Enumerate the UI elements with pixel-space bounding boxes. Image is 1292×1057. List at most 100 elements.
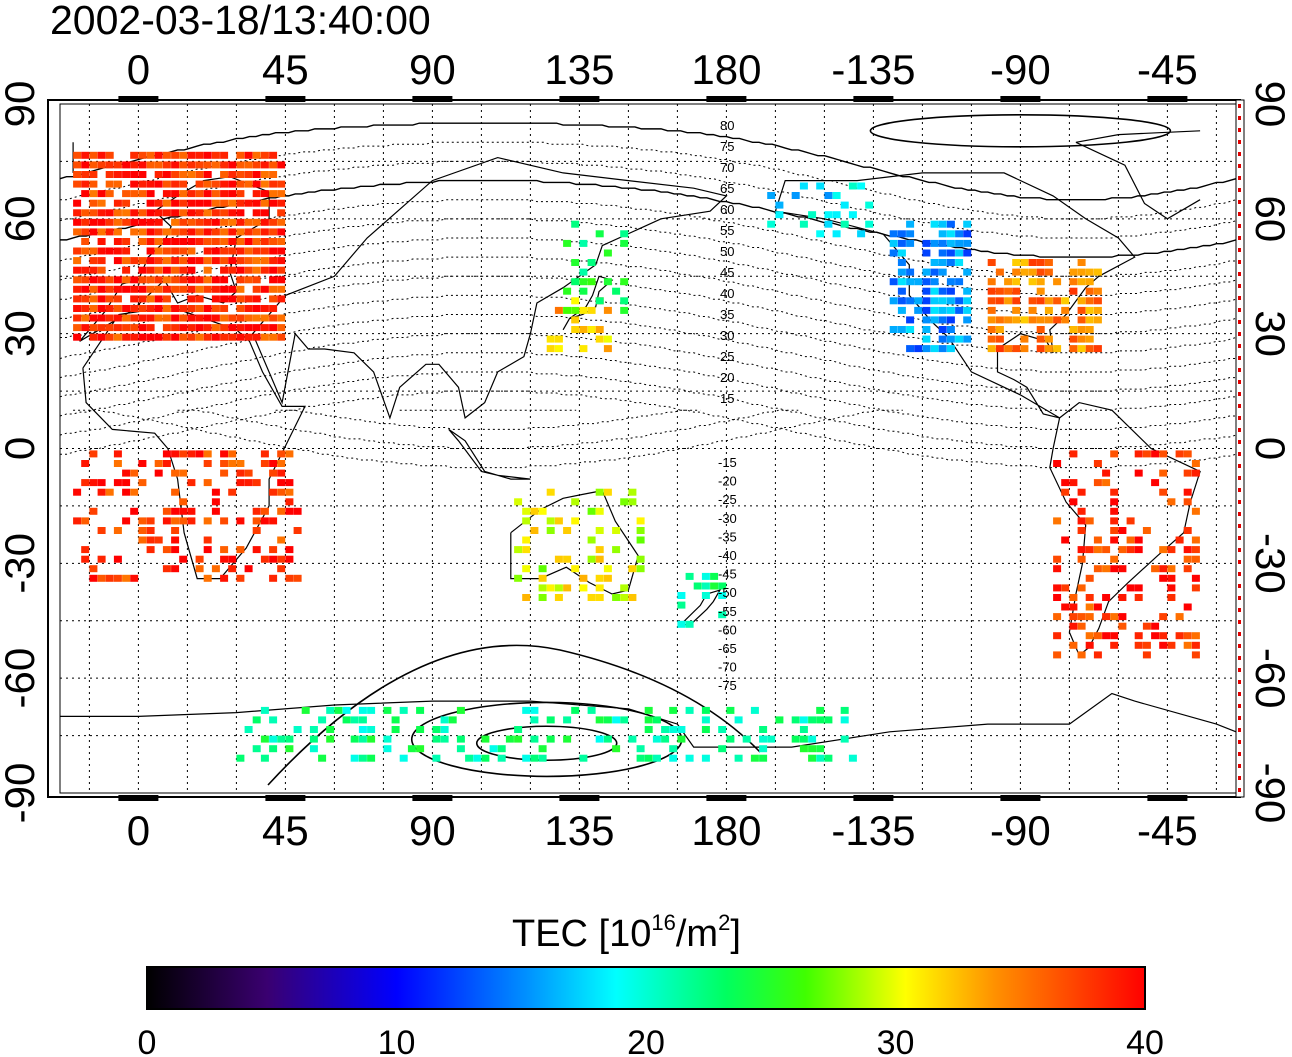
- tec-cell: [1044, 259, 1053, 266]
- tec-cell: [122, 218, 131, 226]
- tec-cell: [620, 297, 629, 305]
- tec-cell: [179, 555, 188, 563]
- tec-cell: [1077, 546, 1086, 554]
- tec-cell: [252, 546, 261, 554]
- tec-cell: [171, 285, 180, 293]
- tec-cell: [522, 754, 531, 762]
- tec-cell: [154, 218, 163, 226]
- tec-cell: [203, 257, 212, 265]
- tec-cell: [89, 507, 98, 515]
- magnetic-contour-line: [60, 390, 1237, 469]
- tec-cell: [963, 249, 972, 257]
- tec-cell: [277, 285, 286, 293]
- tec-cell: [652, 716, 661, 724]
- tec-cell: [522, 594, 531, 601]
- tec-cell: [122, 333, 131, 341]
- tec-cell: [146, 517, 155, 525]
- tec-cell: [1077, 335, 1086, 343]
- tec-cell: [995, 287, 1004, 295]
- magnetic-contour-line: [60, 141, 1237, 220]
- tec-cell: [179, 247, 188, 255]
- tec-cell: [146, 209, 155, 217]
- tec-cell: [1069, 450, 1078, 458]
- tec-cell: [946, 239, 955, 247]
- colorbar-tick-label: 20: [627, 1024, 665, 1057]
- colorbar-tick-label: 40: [1126, 1024, 1164, 1057]
- tec-cell: [685, 572, 694, 580]
- tec-cell: [848, 211, 857, 219]
- tec-cell: [73, 209, 82, 217]
- tec-cell: [571, 306, 580, 314]
- tec-cell: [171, 450, 180, 458]
- tec-cell: [105, 180, 114, 188]
- tec-cell: [1102, 594, 1111, 601]
- tec-cell: [236, 517, 245, 525]
- tec-cell: [171, 314, 180, 322]
- tec-cell: [456, 735, 465, 743]
- tec-cell: [89, 190, 98, 198]
- magnetic-contour-label: -25: [718, 492, 737, 507]
- tec-cell: [195, 151, 204, 159]
- tec-cell: [579, 278, 588, 286]
- tec-cell: [130, 228, 139, 236]
- tec-cell: [963, 316, 972, 324]
- tec-cell: [1110, 488, 1119, 496]
- tec-cell: [914, 345, 923, 353]
- right-lat-tick-label: 60: [1247, 195, 1292, 242]
- tec-cell: [228, 218, 237, 226]
- tec-cell: [889, 249, 898, 257]
- tec-cell: [171, 565, 180, 573]
- tec-cell: [162, 295, 171, 303]
- tec-cell: [138, 238, 147, 245]
- tec-cell: [1077, 297, 1086, 305]
- tec-cell: [285, 574, 294, 582]
- coastline-path: [680, 589, 722, 626]
- right-frame-tick: [1238, 188, 1241, 192]
- tec-cell: [718, 611, 727, 619]
- tec-cell: [1069, 613, 1078, 621]
- left-lat-tick-label: -90: [0, 763, 43, 824]
- tec-cell: [595, 488, 604, 496]
- tec-cell: [808, 716, 817, 724]
- tec-cell: [1126, 584, 1135, 592]
- tec-cell: [211, 498, 220, 506]
- tec-cell: [252, 238, 261, 245]
- tec-cell: [228, 285, 237, 293]
- tec-cell: [840, 706, 849, 714]
- tec-cell: [1028, 278, 1037, 286]
- tec-cell: [97, 266, 106, 274]
- tec-cell: [407, 745, 416, 753]
- tec-cell: [269, 295, 278, 303]
- right-frame-tick: [1238, 596, 1241, 600]
- left-lat-tick-label: 0: [0, 437, 43, 460]
- tec-cell: [228, 460, 237, 467]
- tec-cell: [236, 754, 245, 762]
- tec-cell: [105, 333, 114, 341]
- tec-cell: [1167, 546, 1176, 554]
- magnetic-contour-label: -60: [718, 622, 737, 637]
- tec-cell: [244, 305, 253, 312]
- tec-cell: [832, 192, 841, 199]
- tec-cell: [236, 180, 245, 188]
- tec-cell: [1012, 259, 1021, 266]
- top-lon-tick-label: 180: [691, 46, 761, 93]
- magnetic-contour-label: -35: [718, 529, 737, 544]
- right-frame-tick: [1238, 548, 1241, 552]
- tec-cell: [1036, 297, 1045, 305]
- tec-cell: [122, 479, 131, 487]
- tec-cell: [252, 285, 261, 293]
- tec-cell: [293, 574, 302, 582]
- tec-cell: [808, 745, 817, 753]
- tec-cell: [277, 450, 286, 458]
- tec-cell: [930, 239, 939, 247]
- tec-cell: [906, 297, 915, 305]
- tec-cell: [563, 287, 572, 295]
- tec-cell: [995, 316, 1004, 324]
- right-frame-tick: [1238, 128, 1241, 132]
- tec-cell: [277, 555, 286, 563]
- tec-cell: [146, 333, 155, 341]
- tec-cell: [628, 565, 637, 573]
- magnetic-contour-label: -15: [718, 455, 737, 470]
- tec-cell: [130, 295, 139, 303]
- tec-cell: [244, 333, 253, 341]
